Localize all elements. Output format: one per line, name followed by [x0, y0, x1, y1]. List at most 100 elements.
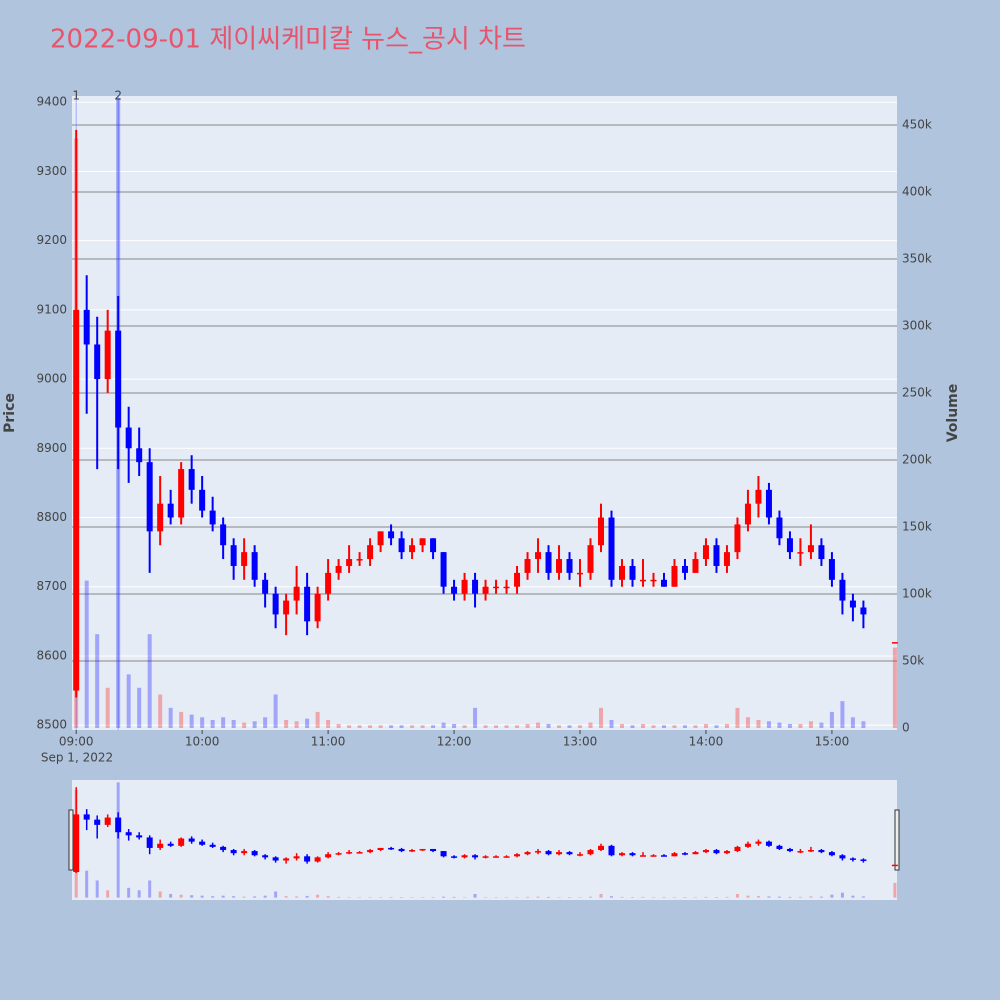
mini-candle-body: [325, 854, 332, 858]
mini-candle-body: [125, 832, 132, 836]
plot-background: [72, 96, 897, 730]
mini-volume-bar: [158, 891, 162, 898]
y2-axis-title: Volume: [945, 384, 961, 443]
volume-bar: [189, 714, 194, 728]
y-tick-label: 9000: [36, 372, 67, 386]
candle-body: [157, 503, 164, 532]
candle-body: [692, 559, 699, 573]
mini-volume-bar: [536, 896, 540, 898]
volume-bar: [850, 717, 855, 728]
mini-candle-body: [744, 843, 751, 847]
volume-bar: [578, 725, 583, 728]
candle-body: [702, 545, 709, 560]
mini-candle-body: [472, 855, 479, 858]
mini-candle-body: [514, 854, 521, 857]
mini-candle-body: [860, 859, 867, 861]
volume-bar: [557, 725, 562, 728]
mini-volume-bar: [610, 896, 614, 898]
mini-candle-body: [272, 857, 279, 861]
volume-bar: [546, 723, 551, 728]
volume-bar: [892, 647, 897, 728]
range-handle[interactable]: [894, 809, 900, 871]
candle-body: [314, 593, 321, 622]
mini-candle-body: [650, 855, 657, 857]
mini-volume-bar: [830, 894, 834, 898]
volume-bar: [861, 721, 866, 728]
x-tick-label: 10:00: [185, 735, 220, 749]
x-tick-label: 14:00: [689, 735, 724, 749]
mini-candle-body: [335, 853, 342, 855]
volume-bar: [252, 721, 257, 728]
mini-candle-body: [786, 848, 793, 852]
mini-candle-body: [692, 852, 699, 855]
mini-candle-body: [230, 850, 237, 854]
mini-candle-body: [398, 848, 405, 852]
volume-bar: [221, 717, 226, 728]
candle-body: [891, 642, 898, 644]
candle-body: [388, 531, 395, 539]
mini-volume-bar: [148, 880, 152, 898]
mini-candle-body: [797, 851, 804, 853]
y2-tick-label: 250k: [902, 385, 932, 399]
candle-body: [786, 538, 793, 553]
mini-volume-bar: [242, 896, 246, 898]
candle-body: [660, 579, 667, 587]
y2-tick-label: 50k: [902, 653, 924, 667]
mini-volume-bar: [295, 896, 299, 898]
mini-candle-body: [94, 819, 101, 825]
mini-candle-body: [199, 841, 206, 845]
candle-body: [335, 565, 342, 573]
mini-candle-body: [587, 850, 594, 855]
volume-bar: [147, 634, 152, 728]
volume-bar: [682, 725, 687, 728]
mini-candle-body: [251, 851, 258, 856]
candle-body: [482, 586, 489, 594]
volume-bar: [336, 723, 341, 728]
mini-candle-body: [304, 856, 311, 862]
mini-candle-body: [262, 855, 269, 858]
candle-body: [472, 579, 479, 594]
volume-bar: [661, 725, 666, 728]
mini-candle-body: [660, 855, 667, 857]
candle-body: [262, 579, 269, 594]
volume-bar: [515, 725, 520, 728]
mini-volume-bar: [809, 896, 813, 898]
volume-bar: [158, 694, 163, 728]
mini-volume-bar: [756, 896, 760, 898]
volume-bar: [137, 687, 142, 728]
mini-candle-body: [524, 852, 531, 855]
candle-body: [304, 586, 311, 622]
mini-volume-bar: [788, 896, 792, 898]
mini-candle-body: [146, 837, 153, 848]
candle-body: [461, 579, 468, 594]
mini-candle-body: [566, 852, 573, 855]
x-date-label: Sep 1, 2022: [41, 751, 113, 765]
volume-bar: [714, 725, 719, 728]
mini-candle-body: [482, 856, 489, 858]
mini-volume-bar: [137, 890, 141, 898]
candle-body: [535, 552, 542, 560]
mini-volume-bar: [106, 890, 110, 898]
volume-bar: [703, 723, 708, 728]
range-handle[interactable]: [68, 809, 74, 871]
mini-volume-bar: [284, 896, 288, 898]
candle-body: [650, 579, 657, 582]
mini-candle-body: [367, 850, 374, 853]
candle-body: [598, 517, 605, 546]
candle-body: [283, 600, 290, 615]
candle-body: [430, 538, 437, 553]
volume-bar: [745, 717, 750, 728]
range-slider[interactable]: [72, 780, 897, 900]
volume-bar: [798, 723, 803, 728]
mini-candle-body: [755, 841, 762, 844]
mini-candle-body: [503, 856, 510, 858]
mini-volume-bar: [274, 891, 278, 898]
candle-body: [860, 607, 867, 615]
volume-bar: [756, 719, 761, 728]
candle-body: [104, 330, 111, 380]
mini-volume-bar: [190, 895, 194, 898]
mini-candle-body: [545, 851, 552, 855]
volume-bar: [231, 719, 236, 728]
mini-candle-body: [818, 850, 825, 853]
